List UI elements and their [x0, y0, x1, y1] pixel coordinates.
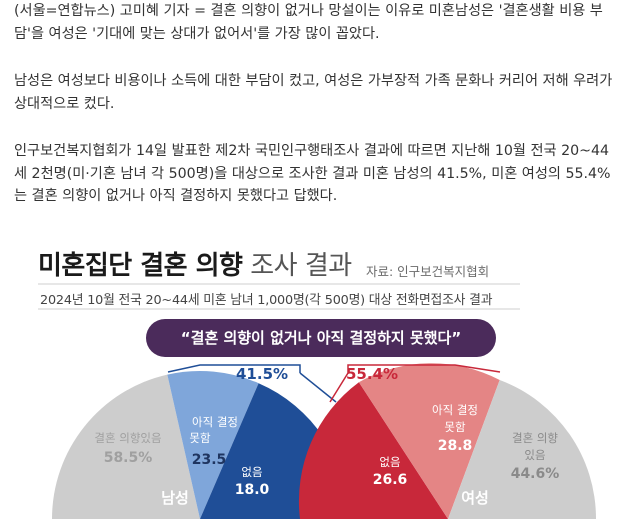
female-yes-label-1: 결혼 의향 — [512, 431, 558, 445]
female-none-label: 없음 — [379, 455, 401, 469]
male-undecided-wedge — [167, 370, 259, 519]
infographic-title-light: 조사 결과 — [242, 251, 352, 281]
male-bracket-tick — [299, 372, 337, 403]
female-none-wedge — [298, 382, 448, 519]
female-yes-wedge — [448, 380, 597, 519]
male-undecided-label-2: 못함 — [189, 431, 211, 445]
female-undecided-label-1: 아직 결정 — [432, 403, 478, 417]
male-undecided-label-1: 아직 결정 — [192, 415, 238, 429]
female-label: 여성 — [461, 489, 489, 507]
female-undecided-value: 28.8 — [437, 438, 473, 454]
male-bracket — [167, 364, 301, 373]
infographic-subtitle: 2024년 10월 전국 20~44세 미혼 남녀 1,000명(각 500명)… — [40, 293, 493, 308]
article-paragraph-3: 인구보건복지협회가 14일 발표한 제2차 국민인구행태조사 결과에 따르면 지… — [14, 143, 611, 204]
infographic-graphic — [0, 240, 640, 519]
female-total-pct: 55.4% — [346, 365, 399, 383]
article-paragraph-1: (서울=연합뉴스) 고미혜 기자 = 결혼 의향이 없거나 망설이는 이유로 미… — [14, 3, 603, 42]
infographic-title-bold: 미혼집단 결혼 의향 — [38, 251, 243, 281]
quote-banner: “결혼 의향이 없거나 아직 결정하지 못했다” — [146, 319, 496, 357]
female-bracket — [329, 364, 501, 403]
male-none-label: 없음 — [241, 465, 263, 479]
female-pie — [298, 363, 597, 519]
female-undecided-label-2: 못함 — [444, 420, 466, 434]
female-yes-label-2: 있음 — [524, 448, 546, 462]
male-label: 남성 — [161, 489, 189, 507]
female-yes-value: 44.6% — [510, 466, 560, 482]
male-yes-wedge — [51, 374, 201, 519]
male-none-value: 18.0 — [234, 482, 270, 498]
female-none-value: 26.6 — [372, 472, 408, 488]
infographic-title: 미혼집단 결혼 의향 조사 결과 — [38, 245, 352, 282]
article-paragraph-2: 남성은 여성보다 비용이나 소득에 대한 부담이 컸고, 여성은 가부장적 가족… — [14, 73, 613, 112]
male-yes-label: 결혼 의향있음 — [94, 431, 162, 445]
male-undecided-value: 23.5 — [191, 452, 227, 468]
female-undecided-wedge — [358, 363, 500, 519]
male-total-pct: 41.5% — [236, 365, 289, 383]
infographic-source: 자료: 인구보건복지협회 — [366, 264, 490, 279]
male-yes-value: 58.5% — [103, 450, 153, 466]
